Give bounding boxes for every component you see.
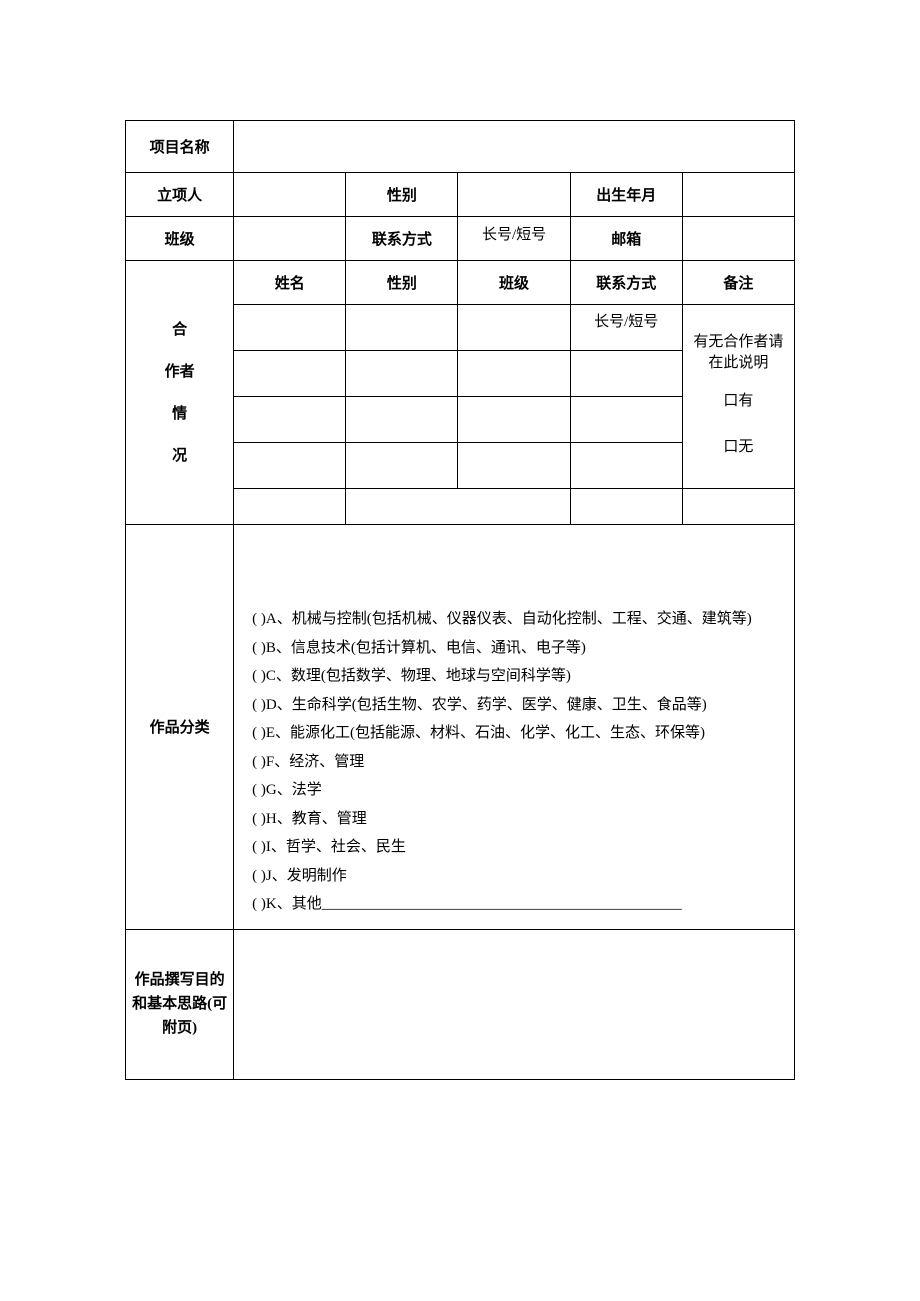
notes-line1: 有无合作者请在此说明 [691, 332, 786, 374]
category-option-k: ( )K、其他_________________________________… [252, 890, 776, 919]
category-option-d: ( )D、生命科学(包括生物、农学、药学、医学、健康、卫生、食品等) [252, 691, 776, 720]
collab-label-2: 作者 [132, 351, 227, 393]
collab-class-4[interactable] [458, 443, 570, 489]
birth-label: 出生年月 [570, 173, 682, 217]
collab-notes[interactable]: 有无合作者请在此说明 口有 口无 [682, 305, 794, 489]
collab-class-2[interactable] [458, 351, 570, 397]
collab-header-contact: 联系方式 [570, 261, 682, 305]
category-option-a: ( )A、机械与控制(包括机械、仪器仪表、自动化控制、工程、交通、建筑等) [252, 605, 776, 634]
collab-name-4[interactable] [234, 443, 346, 489]
category-option-i: ( )I、哲学、社会、民生 [252, 833, 776, 862]
collab-gender-2[interactable] [346, 351, 458, 397]
writing-content[interactable] [234, 929, 795, 1079]
category-option-e: ( )E、能源化工(包括能源、材料、石油、化学、化工、生态、环保等) [252, 719, 776, 748]
category-option-b: ( )B、信息技术(包括计算机、电信、通讯、电子等) [252, 634, 776, 663]
collab-merged-5[interactable] [346, 489, 570, 525]
table-row: 作品撰写目的和基本思路(可附页) [126, 929, 795, 1079]
birth-value[interactable] [682, 173, 794, 217]
project-form-table: 项目名称 立项人 性别 出生年月 班级 联系方式 长号/短号 邮箱 合 作者 情… [125, 120, 795, 1080]
collab-contact-4[interactable] [570, 443, 682, 489]
collab-gender-1[interactable] [346, 305, 458, 351]
collab-name-5[interactable] [234, 489, 346, 525]
email-value[interactable] [682, 217, 794, 261]
collab-label-3: 情 [132, 393, 227, 435]
table-row: 作品分类 ( )A、机械与控制(包括机械、仪器仪表、自动化控制、工程、交通、建筑… [126, 525, 795, 930]
collab-notes-5[interactable] [682, 489, 794, 525]
category-label: 作品分类 [126, 525, 234, 930]
applicant-label: 立项人 [126, 173, 234, 217]
collab-label-4: 况 [132, 435, 227, 477]
class-value[interactable] [234, 217, 346, 261]
project-name-label: 项目名称 [126, 121, 234, 173]
table-row: 班级 联系方式 长号/短号 邮箱 [126, 217, 795, 261]
gender-label: 性别 [346, 173, 458, 217]
collab-name-2[interactable] [234, 351, 346, 397]
collab-header-name: 姓名 [234, 261, 346, 305]
email-label: 邮箱 [570, 217, 682, 261]
collab-contact-3[interactable] [570, 397, 682, 443]
collab-contact-1[interactable]: 长号/短号 [570, 305, 682, 351]
contact-label: 联系方式 [346, 217, 458, 261]
contact-value[interactable]: 长号/短号 [458, 217, 570, 261]
category-option-c: ( )C、数理(包括数学、物理、地球与空间科学等) [252, 662, 776, 691]
collab-class-3[interactable] [458, 397, 570, 443]
collab-class-1[interactable] [458, 305, 570, 351]
applicant-value[interactable] [234, 173, 346, 217]
category-option-f: ( )F、经济、管理 [252, 748, 776, 777]
category-option-h: ( )H、教育、管理 [252, 805, 776, 834]
collab-header-gender: 性别 [346, 261, 458, 305]
writing-label: 作品撰写目的和基本思路(可附页) [126, 929, 234, 1079]
collab-header-notes: 备注 [682, 261, 794, 305]
collab-name-3[interactable] [234, 397, 346, 443]
collaborator-section-label: 合 作者 情 况 [126, 261, 234, 525]
category-content[interactable]: ( )A、机械与控制(包括机械、仪器仪表、自动化控制、工程、交通、建筑等) ( … [234, 525, 795, 930]
collab-gender-4[interactable] [346, 443, 458, 489]
collab-contact-2[interactable] [570, 351, 682, 397]
collab-contact-5[interactable] [570, 489, 682, 525]
table-row: 合 作者 情 况 姓名 性别 班级 联系方式 备注 [126, 261, 795, 305]
notes-line3: 口无 [691, 432, 786, 462]
collab-gender-3[interactable] [346, 397, 458, 443]
gender-value[interactable] [458, 173, 570, 217]
category-option-g: ( )G、法学 [252, 776, 776, 805]
notes-line2: 口有 [691, 386, 786, 416]
project-name-value[interactable] [234, 121, 795, 173]
table-row: 立项人 性别 出生年月 [126, 173, 795, 217]
collab-label-1: 合 [132, 309, 227, 351]
collab-name-1[interactable] [234, 305, 346, 351]
category-option-j: ( )J、发明制作 [252, 862, 776, 891]
class-label: 班级 [126, 217, 234, 261]
table-row: 项目名称 [126, 121, 795, 173]
collab-header-class: 班级 [458, 261, 570, 305]
